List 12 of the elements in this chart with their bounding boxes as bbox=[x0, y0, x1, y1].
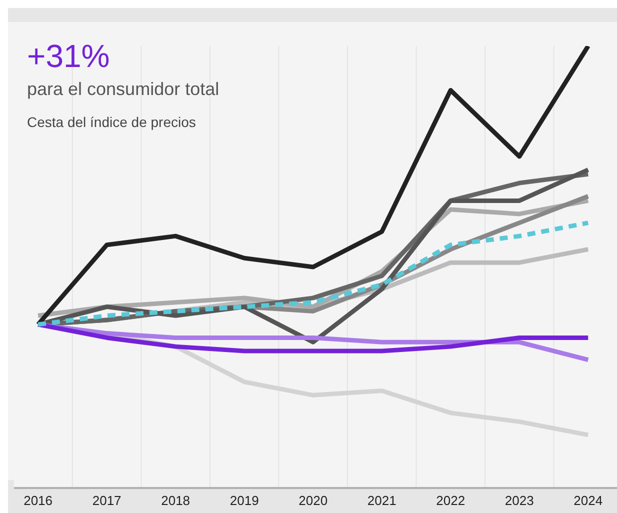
x-tick-label: 2019 bbox=[230, 493, 259, 508]
x-tick-label: 2021 bbox=[367, 493, 396, 508]
x-tick-label: 2024 bbox=[574, 493, 603, 508]
x-tick-label: 2023 bbox=[504, 493, 534, 508]
text: para el consumidor total bbox=[27, 79, 220, 100]
annotation: Cesta del índice de precios bbox=[27, 114, 197, 130]
x-tick-label: 2022 bbox=[436, 493, 466, 508]
x-tick-label: 2018 bbox=[161, 493, 190, 508]
x-tick-label: 2017 bbox=[92, 493, 122, 508]
chart-title: +31% bbox=[27, 38, 111, 75]
x-tick-label: 2020 bbox=[298, 493, 328, 508]
x-tick-label: 2016 bbox=[24, 493, 53, 508]
